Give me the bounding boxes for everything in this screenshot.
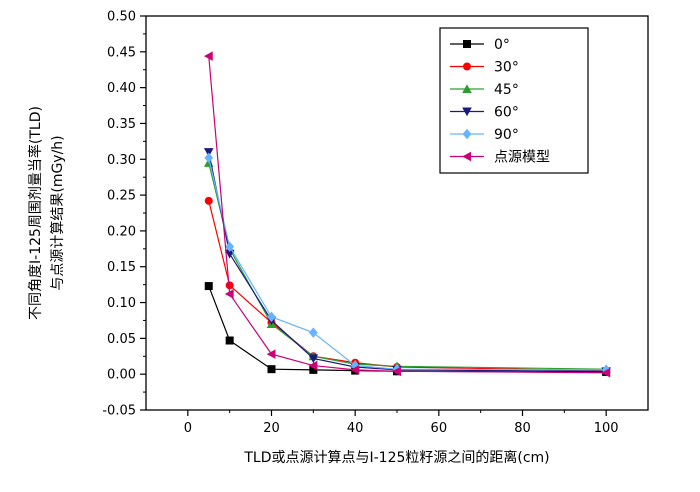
series-5 <box>203 51 611 378</box>
series-line <box>208 151 607 372</box>
data-point <box>203 148 214 157</box>
series-2 <box>203 158 611 374</box>
legend-label: 点源模型 <box>494 150 550 166</box>
data-point <box>225 281 234 290</box>
legend-item-4: 90° <box>450 127 519 143</box>
series-1 <box>204 196 611 375</box>
x-axis-title: TLD或点源计算点与I-125粒籽源之间的距离(cm) <box>243 449 549 466</box>
legend-item-2: 45° <box>450 82 519 98</box>
y-tick-label: 0.50 <box>107 10 136 25</box>
legend-label: 0° <box>494 37 510 53</box>
x-tick-label: 0 <box>184 421 192 436</box>
data-point <box>225 241 235 252</box>
data-point <box>267 365 276 374</box>
legend-item-3: 60° <box>450 105 519 121</box>
axes-group: 0 20 40 60 80 100 -0.05 0.00 0.05 0.10 0.15 0.20 0.2… <box>102 10 618 437</box>
legend-marker <box>462 107 472 117</box>
legend-label: 30° <box>494 60 519 76</box>
legend-item-1: 30° <box>450 60 519 76</box>
series-line <box>208 162 607 370</box>
data-point <box>308 360 318 371</box>
y-tick-label: 0.10 <box>107 296 136 311</box>
y-tick-label: 0.00 <box>107 368 136 383</box>
legend-label: 90° <box>494 127 519 143</box>
legend-label: 45° <box>494 82 519 98</box>
legend-label: 60° <box>494 105 519 121</box>
legend-item-0: 0° <box>450 37 510 53</box>
x-tick-label: 20 <box>263 421 280 436</box>
series-group <box>203 51 611 378</box>
series-line <box>208 157 607 371</box>
legend-marker <box>463 62 471 71</box>
legend-marker <box>463 40 471 48</box>
legend-box <box>439 27 589 174</box>
data-point <box>204 282 213 291</box>
y-tick-label: 0.40 <box>107 81 136 96</box>
y-tick-label: 0.25 <box>107 189 136 204</box>
series-line <box>208 285 607 373</box>
legend-marker <box>462 151 471 162</box>
data-point <box>601 367 611 378</box>
legend-item-5: 点源模型 <box>450 150 550 166</box>
y-tick-label: 0.45 <box>107 45 136 60</box>
x-tick-label: 60 <box>431 421 448 436</box>
y-tick-label: 0.20 <box>107 224 136 239</box>
series-4 <box>204 152 611 376</box>
data-point <box>224 289 234 299</box>
y-tick-label: -0.05 <box>102 404 136 419</box>
y-tick-label: 0.30 <box>107 153 136 168</box>
data-point <box>224 249 235 259</box>
x-tick-label: 80 <box>514 421 531 436</box>
data-point <box>308 327 318 338</box>
series-3 <box>203 148 611 377</box>
y-tick-label: 0.35 <box>107 117 136 132</box>
y-tick-label: 0.15 <box>107 260 136 275</box>
data-point <box>350 365 360 375</box>
data-point <box>225 336 234 345</box>
data-point <box>392 366 401 377</box>
data-point <box>266 349 276 359</box>
data-point <box>308 354 319 364</box>
legend-marker <box>462 128 472 140</box>
series-0 <box>204 282 611 377</box>
legend-marker <box>462 84 472 93</box>
y-axis-title-line2: 与点源计算结果(mGy/h) <box>50 135 66 290</box>
legend: 0° 30° 45° 60° 90° 点源模型 <box>439 27 589 174</box>
series-line <box>208 200 607 372</box>
y-tick-label: 0.05 <box>107 332 136 347</box>
y-axis-title-line1: 不同角度I-125周围剂量当率(TLD) <box>27 106 44 320</box>
x-tick-label: 40 <box>347 421 364 436</box>
data-point <box>204 152 214 164</box>
data-point <box>204 196 213 205</box>
data-point <box>267 311 276 323</box>
data-point <box>309 365 318 374</box>
data-point <box>203 51 213 61</box>
x-tick-label: 100 <box>594 421 619 436</box>
